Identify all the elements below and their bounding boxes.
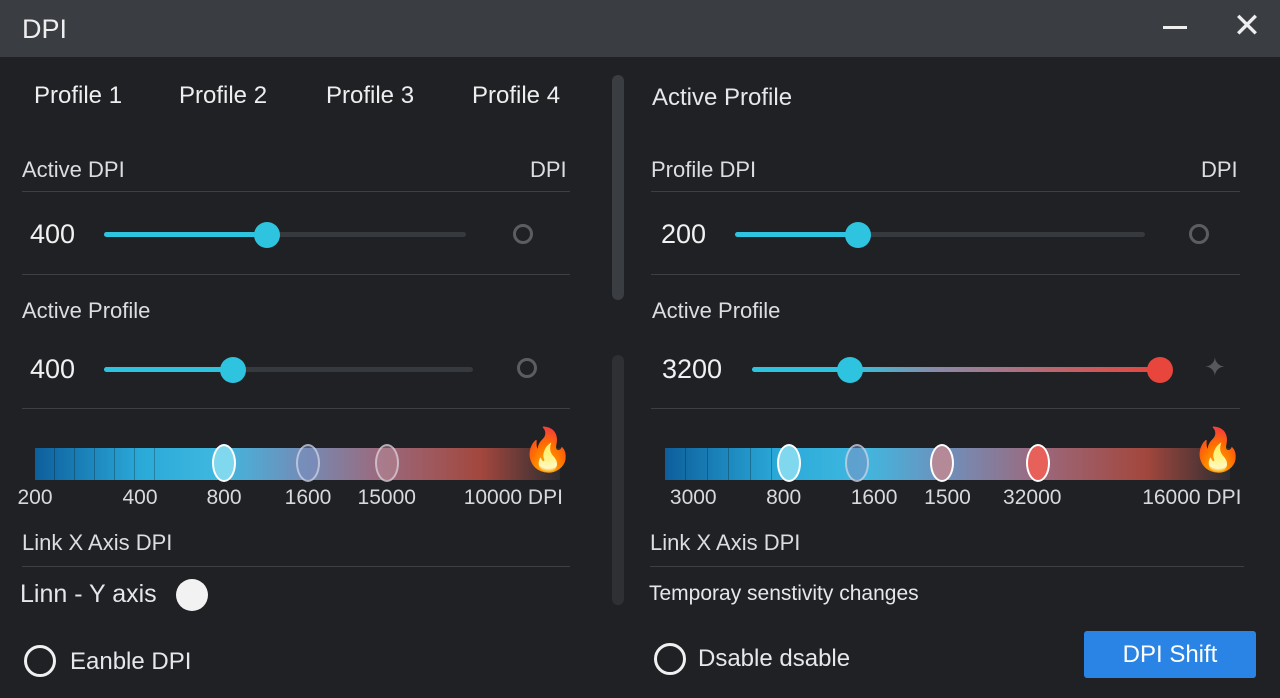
scale-segment — [686, 448, 708, 480]
scale-tick-label: 1500 — [924, 486, 971, 509]
active-dpi-value: 400 — [30, 219, 76, 249]
divider — [651, 191, 1240, 192]
scale-tick-label: 800 — [206, 486, 242, 509]
scale-segment — [75, 448, 95, 480]
disable-radio[interactable] — [654, 643, 686, 675]
reset-radio[interactable] — [1189, 224, 1209, 244]
dpi-scale-bar[interactable]: 3000 800 1600 1500 32000 16000 DPI 🔥 — [665, 426, 1244, 509]
dpi-stage-marker[interactable] — [845, 444, 870, 482]
active-profile-label: Active Profile — [22, 298, 151, 323]
scale-tick-label: 10000 DPI — [463, 486, 563, 509]
dpi-unit-label: DPI — [530, 157, 567, 182]
scale-segment — [729, 448, 751, 480]
divider — [22, 191, 570, 192]
link-y-toggle[interactable] — [176, 579, 208, 611]
divider — [650, 566, 1244, 567]
slider-thumb[interactable] — [253, 222, 280, 248]
tab-profile-1[interactable]: Profile 1 — [34, 82, 123, 109]
reset-radio[interactable] — [517, 358, 537, 378]
active-dpi-slider[interactable] — [104, 222, 466, 248]
profile-dpi-slider[interactable] — [735, 222, 1145, 248]
profile-dpi-value: 200 — [661, 219, 707, 249]
dpi-stage-marker[interactable] — [296, 444, 320, 482]
divider — [22, 566, 570, 567]
disable-label: Dsable dsable — [698, 645, 851, 672]
reset-radio[interactable] — [513, 224, 533, 244]
scale-tick-label: 32000 — [1003, 486, 1062, 509]
scale-segment — [135, 448, 155, 480]
link-y-axis-label: Linn - Y axis — [20, 580, 157, 608]
scrollbar-track[interactable] — [612, 355, 624, 605]
scale-tick-label: 1600 — [850, 486, 898, 509]
slider-thumb[interactable] — [845, 222, 871, 248]
temporary-sensitivity-label: Temporay senstivity changes — [649, 582, 919, 605]
title-bar — [0, 0, 1280, 57]
active-profile-slider[interactable] — [104, 357, 473, 383]
scrollbar[interactable] — [612, 75, 624, 300]
slider-thumb[interactable] — [220, 357, 247, 383]
scale-tick-label: 800 — [766, 486, 802, 509]
dpi-unit-label: DPI — [1201, 157, 1238, 182]
active-profile-value: 3200 — [662, 354, 723, 384]
dpi-stage-marker[interactable] — [212, 444, 236, 482]
active-profile-label: Active Profile — [652, 298, 781, 323]
divider — [22, 408, 570, 409]
enable-dpi-label: Eanble DPI — [70, 648, 192, 675]
window-title: DPI — [22, 14, 68, 44]
sparkle-icon[interactable]: ✦ — [1204, 352, 1226, 382]
scale-tick-label: 400 — [122, 486, 158, 509]
dpi-stage-marker[interactable] — [374, 444, 399, 482]
divider — [651, 408, 1240, 409]
scale-tick-label: 3000 — [669, 486, 717, 509]
flame-icon: 🔥 — [521, 426, 574, 473]
profile-dpi-label: Profile DPI — [651, 157, 757, 182]
scale-tick-label: 15000 — [357, 486, 416, 509]
dpi-stage-marker[interactable] — [929, 444, 954, 482]
dpi-stage-marker[interactable] — [1025, 444, 1050, 482]
scale-segment — [55, 448, 75, 480]
divider — [22, 274, 570, 275]
enable-dpi-radio[interactable] — [24, 645, 56, 677]
link-x-axis-label: Link X Axis DPI — [22, 530, 173, 555]
link-x-axis-label: Link X Axis DPI — [650, 530, 801, 555]
slider-max-thumb[interactable] — [1147, 357, 1173, 383]
scale-tick-label: 1600 — [284, 486, 332, 509]
active-profile-range-slider[interactable] — [752, 357, 1173, 383]
active-profile-value: 400 — [30, 354, 76, 384]
scale-segment — [708, 448, 730, 480]
scale-segment — [95, 448, 115, 480]
minimize-button[interactable] — [1163, 26, 1187, 29]
slider-thumb[interactable] — [836, 357, 863, 383]
scale-segment — [115, 448, 135, 480]
scale-tick-label: 200 — [17, 486, 53, 509]
active-dpi-label: Active DPI — [22, 157, 125, 182]
dpi-scale-bar[interactable]: 200 400 800 1600 15000 10000 DPI 🔥 — [17, 426, 574, 509]
active-profile-heading: Active Profile — [652, 84, 793, 111]
flame-icon: 🔥 — [1191, 426, 1244, 473]
dpi-stage-marker[interactable] — [777, 444, 802, 482]
dpi-shift-button[interactable]: DPI Shift — [1084, 631, 1256, 678]
divider — [651, 274, 1240, 275]
scale-segment — [751, 448, 773, 480]
scale-segment — [665, 448, 687, 480]
close-button[interactable]: ✕ — [1232, 7, 1262, 45]
scale-tick-label: 16000 DPI — [1142, 486, 1242, 509]
scale-segment — [35, 448, 55, 480]
tab-profile-2[interactable]: Profile 2 — [179, 82, 268, 109]
tab-profile-3[interactable]: Profile 3 — [326, 82, 415, 109]
tab-profile-4[interactable]: Profile 4 — [472, 82, 561, 109]
